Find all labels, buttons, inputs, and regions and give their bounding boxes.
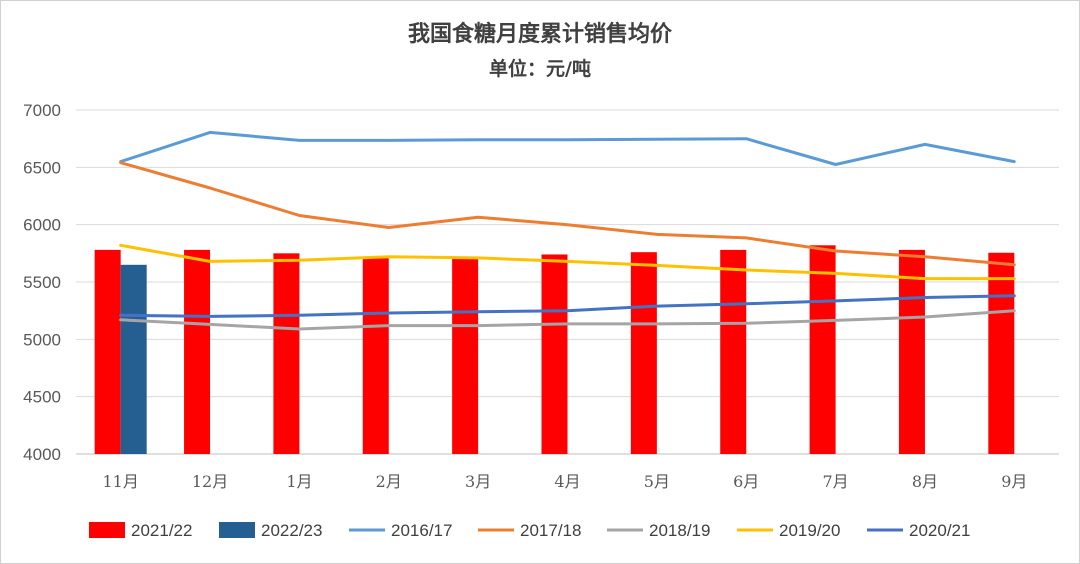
y-tick-label: 7000 [23,101,61,120]
series-line [119,161,1016,267]
bar [630,252,657,454]
x-axis: 11月 12月 1月 2月 3月 4月 5月 6月 7月 8月 9月 [102,472,1027,491]
x-tick-label: 4月 [554,472,580,491]
x-tick-label: 7月 [822,472,848,491]
x-tick-label: 9月 [1001,472,1027,491]
y-tick-label: 4000 [23,445,61,464]
x-tick-label: 6月 [733,472,759,491]
bar [94,249,121,454]
series-line [119,309,1016,331]
legend-label: 2018/19 [649,521,710,540]
y-axis: 4000 4500 5000 5500 6000 6500 7000 [23,101,61,464]
x-tick-label: 8月 [912,472,938,491]
series-lines [119,130,1016,331]
bar [120,264,147,454]
bar [273,253,300,454]
legend-swatch [219,522,255,538]
bar [809,245,836,454]
bar [720,249,747,454]
legend-label: 2022/23 [261,521,322,540]
bar [452,257,479,454]
bar [541,254,568,454]
x-tick-label: 1月 [286,472,312,491]
series-line [119,294,1016,318]
legend-label: 2021/22 [131,521,192,540]
legend-label: 2020/21 [909,521,970,540]
legend-label: 2017/18 [520,521,581,540]
bar [988,252,1015,454]
legend-label: 2016/17 [391,521,452,540]
legend: 2021/22 2022/23 2016/17 2017/18 2018/19 2019/… [89,521,970,540]
series-line [119,130,1016,166]
y-tick-label: 4500 [23,388,61,407]
x-tick-label: 12月 [192,472,228,491]
bar [184,249,211,454]
series-line [119,243,1016,281]
x-tick-label: 2月 [376,472,402,491]
y-tick-label: 6500 [23,158,61,177]
chart-subtitle: 单位：元/吨 [489,57,591,80]
y-tick-label: 5500 [23,273,61,292]
bar [898,249,925,454]
y-tick-label: 5000 [23,330,61,349]
bars [94,245,1015,454]
legend-swatch [89,522,125,538]
x-tick-label: 3月 [465,472,491,491]
bar [362,256,389,454]
legend-label: 2019/20 [779,521,840,540]
y-tick-label: 6000 [23,216,61,235]
x-tick-label: 11月 [102,472,138,491]
x-tick-label: 5月 [644,472,670,491]
chart-title: 我国食糖月度累计销售均价 [408,21,673,47]
